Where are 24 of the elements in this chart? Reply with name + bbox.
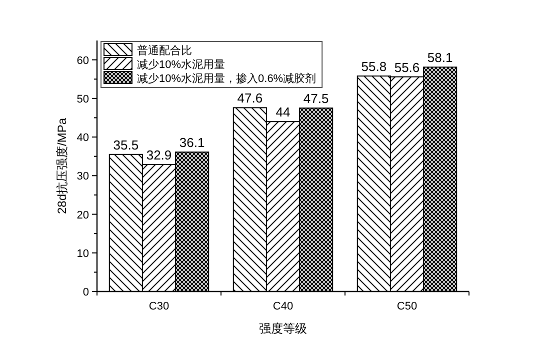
data-label: 35.5 xyxy=(113,137,139,152)
legend-label: 普通配合比 xyxy=(137,44,192,57)
data-label: 36.1 xyxy=(179,135,205,150)
data-label: 55.8 xyxy=(361,59,387,74)
x-tick-label: C40 xyxy=(272,300,294,312)
x-axis-title: 强度等级 xyxy=(259,322,307,336)
y-tick-label: 30 xyxy=(76,170,89,183)
data-label: 58.1 xyxy=(427,50,453,66)
y-tick-label: 50 xyxy=(76,93,89,106)
data-label: 44 xyxy=(276,104,290,120)
y-tick-label: 20 xyxy=(76,209,89,222)
y-tick-label: 0 xyxy=(82,286,89,298)
x-tick-label: C30 xyxy=(148,300,170,312)
y-tick-label: 60 xyxy=(76,54,89,67)
y-tick-label: 40 xyxy=(76,132,89,144)
data-label: 55.6 xyxy=(394,60,420,75)
x-tick-label: C50 xyxy=(396,300,418,312)
y-tick-label: 10 xyxy=(76,248,89,260)
data-label: 47.6 xyxy=(237,90,263,106)
legend-label: 减少10%水泥用量，掺入0.6%减胶剂 xyxy=(137,72,316,85)
y-axis-title: 28d抗压强度/MPa xyxy=(55,118,69,214)
data-label: 47.5 xyxy=(303,91,329,106)
legend-label: 减少10%水泥用量 xyxy=(137,58,226,71)
data-label: 32.9 xyxy=(146,147,172,162)
